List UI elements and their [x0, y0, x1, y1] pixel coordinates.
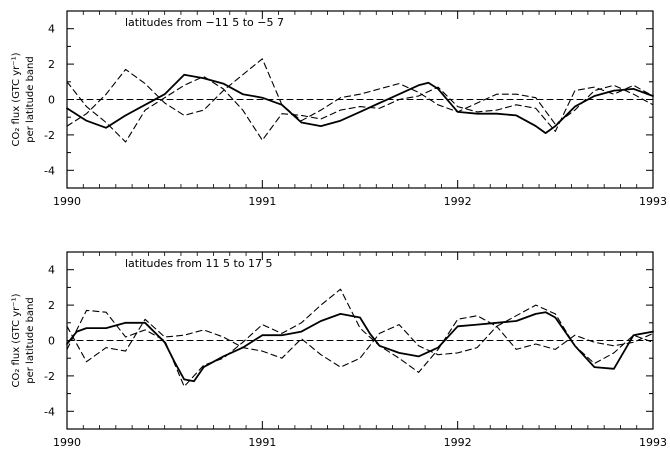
series-line-0 [66, 73, 654, 135]
y-tick-label: 2 [48, 58, 55, 71]
x-tick-label: 1991 [248, 195, 276, 208]
series-line-1 [66, 288, 654, 388]
y-tick-label: -4 [44, 405, 55, 418]
y-tick-label: 0 [48, 335, 55, 348]
x-tick-label: 1992 [444, 195, 472, 208]
y-tick-label: 2 [48, 299, 55, 312]
panel-bottom: -4 -2 0 2 4 1990 1991 1992 1993 latitudes from 11… [11, 251, 667, 449]
panel-title: latitudes from −11 5 to −5 7 [125, 16, 284, 29]
y-tick-label: -2 [44, 129, 55, 142]
y-tick-label: 4 [48, 23, 55, 36]
series-line-0 [66, 311, 654, 383]
y-tick-label: -4 [44, 164, 55, 177]
series-line-2 [66, 75, 654, 143]
series-line-1 [66, 58, 654, 127]
x-tick-label: 1993 [639, 436, 667, 449]
series-line-2 [66, 318, 654, 368]
x-tick-label: 1991 [248, 436, 276, 449]
x-tick-label: 1992 [444, 436, 472, 449]
panel-title: latitudes from 11 5 to 17 5 [125, 257, 273, 270]
y-axis-label: CO₂ flux (GTC yr⁻¹) [11, 293, 22, 387]
y-tick-label: -2 [44, 370, 55, 383]
x-tick-label: 1990 [53, 195, 81, 208]
panel-top: -4 -2 0 2 4 1990 1991 1992 1993 latitudes from −1… [11, 10, 667, 208]
x-tick-label: 1990 [53, 436, 81, 449]
x-tick-label: 1993 [639, 195, 667, 208]
y-tick-label: 0 [48, 94, 55, 107]
y-axis-label-line2: per latitude band [25, 56, 36, 143]
y-axis-label: CO₂ flux (GTC yr⁻¹) [11, 52, 22, 146]
y-tick-label: 4 [48, 264, 55, 277]
y-axis-label-line2: per latitude band [25, 297, 36, 384]
